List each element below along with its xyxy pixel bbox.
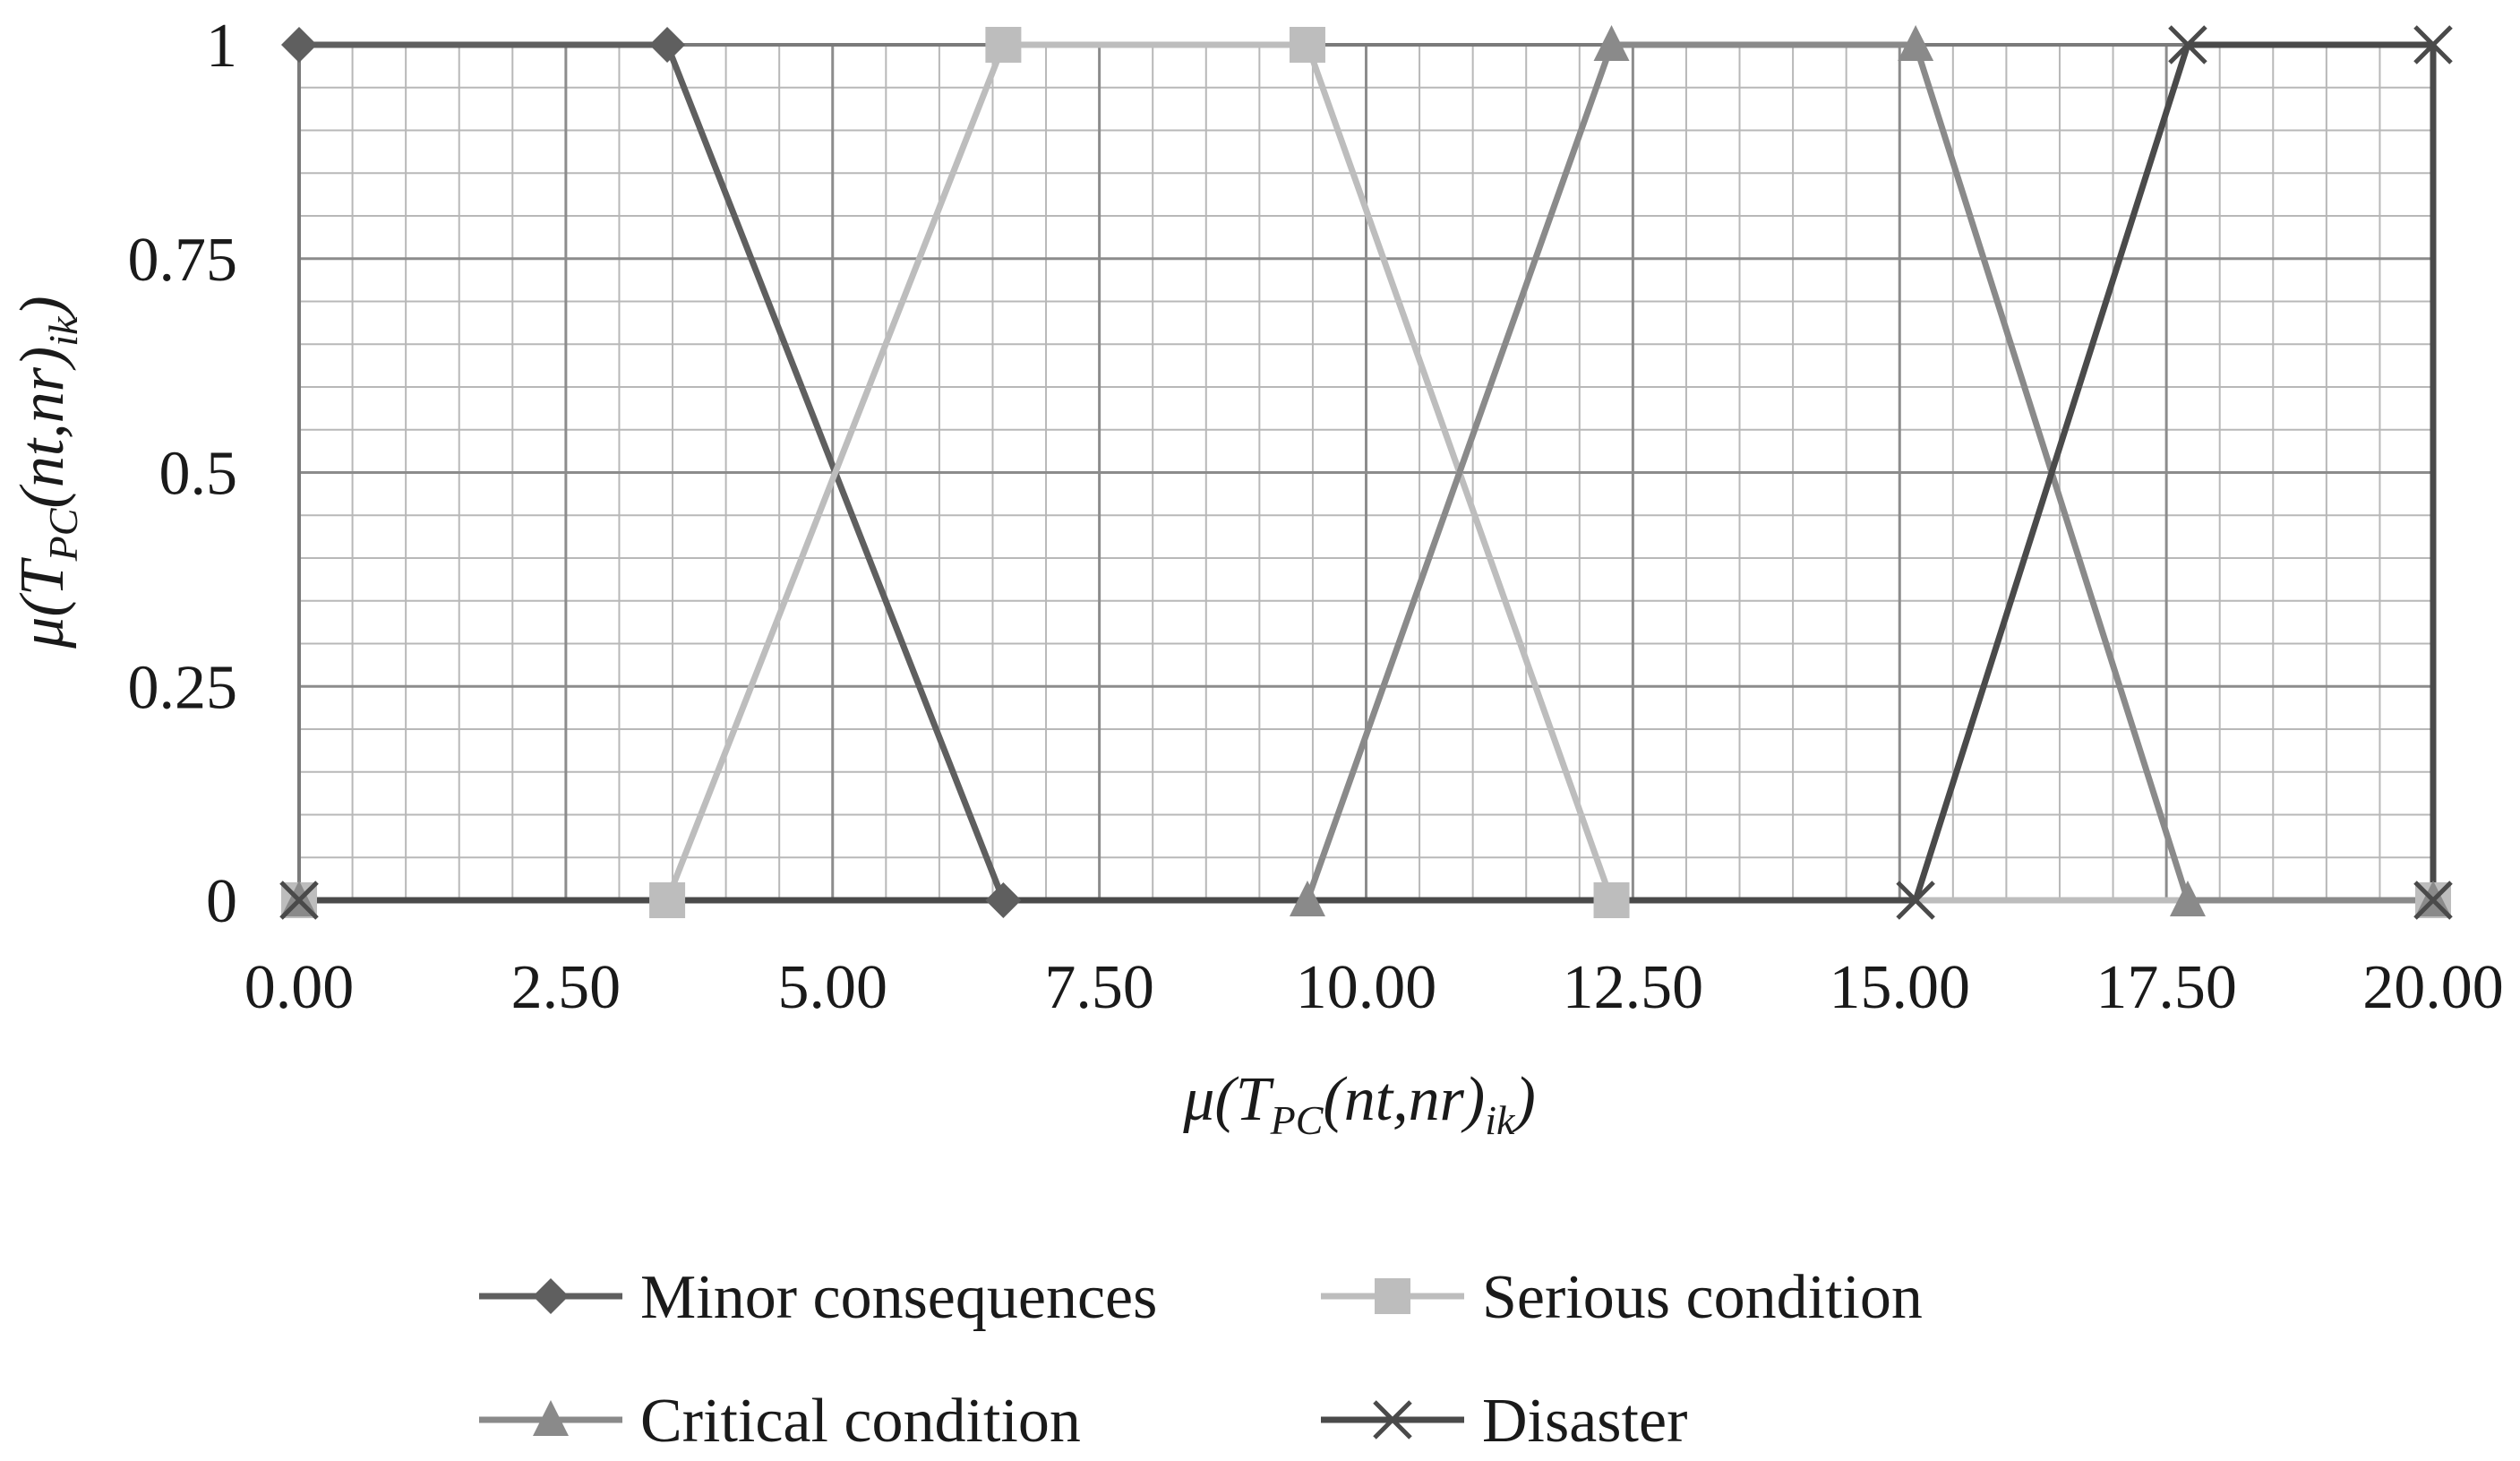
x-tick-label: 17.50 xyxy=(2096,953,2237,1022)
y-axis-label: μ(TPC(nt,nr)ik) xyxy=(8,296,86,649)
y-axis-label-suffix: ) xyxy=(8,296,77,320)
x-tick-label: 20.00 xyxy=(2362,953,2504,1022)
data-point-minor-consequences xyxy=(985,882,1022,918)
y-tick-label: 0.75 xyxy=(128,226,238,295)
data-point-disaster xyxy=(1896,881,1935,920)
data-point-critical-condition xyxy=(1898,25,1934,61)
legend-label-disaster: Disaster xyxy=(1482,1387,1687,1456)
data-point-disaster xyxy=(279,881,319,920)
y-tick-label: 1 xyxy=(206,12,237,81)
y-tick-label: 0.5 xyxy=(159,440,238,509)
legend-item-serious-condition: Serious condition xyxy=(1321,1263,1923,1332)
legend-item-critical-condition: Critical condition xyxy=(479,1387,1081,1456)
x-axis-label-mid: (nt,nr) xyxy=(1323,1065,1485,1134)
legend-label-critical-condition: Critical condition xyxy=(640,1387,1081,1456)
legend-marker-disaster xyxy=(1373,1400,1412,1440)
y-axis-label-sub1: PC xyxy=(40,507,86,562)
legend-label-minor-consequences: Minor consequences xyxy=(640,1263,1157,1332)
legend-item-minor-consequences: Minor consequences xyxy=(479,1263,1157,1332)
x-tick-label: 15.00 xyxy=(1830,953,1971,1022)
data-point-disaster xyxy=(2413,881,2453,920)
y-axis-tick-labels: 0 0.25 0.5 0.75 1 xyxy=(128,12,238,936)
x-tick-label: 12.50 xyxy=(1563,953,1704,1022)
y-axis-label-mid: (nt,nr) xyxy=(8,347,77,509)
x-marker-stroke xyxy=(2413,25,2453,64)
data-point-serious-condition xyxy=(1593,882,1630,918)
y-tick-label: 0.25 xyxy=(128,653,238,722)
data-point-disaster xyxy=(2413,25,2453,64)
data-point-critical-condition xyxy=(1593,25,1630,61)
x-axis-tick-labels: 0.00 2.50 5.00 7.50 10.00 12.50 15.00 17.50 20.0… xyxy=(244,953,2504,1022)
data-point-minor-consequences xyxy=(281,27,317,63)
x-tick-label: 2.50 xyxy=(511,953,621,1022)
data-point-serious-condition xyxy=(649,882,686,918)
data-point-critical-condition xyxy=(2169,881,2206,916)
legend-marker-serious-condition xyxy=(1375,1278,1410,1314)
y-tick-label: 0 xyxy=(206,867,237,936)
data-point-disaster xyxy=(2168,25,2207,64)
legend-marker-critical-condition xyxy=(533,1400,569,1436)
legend-marker-minor-consequences xyxy=(533,1278,569,1314)
series-markers xyxy=(279,25,2453,920)
data-point-serious-condition xyxy=(985,27,1022,63)
x-tick-label: 5.00 xyxy=(778,953,888,1022)
x-axis-label-sub1: PC xyxy=(1270,1097,1324,1143)
legend-label-serious-condition: Serious condition xyxy=(1482,1263,1923,1332)
data-point-serious-condition xyxy=(1289,27,1325,63)
x-marker-stroke xyxy=(279,881,319,920)
x-tick-label: 0.00 xyxy=(244,953,355,1022)
x-axis-label-sub2: ik xyxy=(1485,1097,1516,1143)
x-marker-stroke xyxy=(2168,25,2207,64)
x-tick-label: 10.00 xyxy=(1296,953,1437,1022)
x-axis-label: μ(TPC(nt,nr)ik) xyxy=(1182,1065,1536,1143)
x-axis-label-suffix: ) xyxy=(1511,1065,1535,1134)
legend: Minor consequences Serious condition Criti… xyxy=(479,1263,1923,1456)
x-marker-stroke xyxy=(2413,881,2453,920)
y-axis-label-sub2: ik xyxy=(40,315,86,347)
x-marker-stroke xyxy=(1373,1400,1412,1440)
x-axis-label-prefix: μ(T xyxy=(1182,1065,1274,1134)
y-axis-label-prefix: μ(T xyxy=(8,556,77,649)
data-point-critical-condition xyxy=(1289,881,1325,916)
data-point-minor-consequences xyxy=(649,27,686,63)
x-marker-stroke xyxy=(1896,881,1935,920)
legend-item-disaster: Disaster xyxy=(1321,1387,1687,1456)
x-tick-label: 7.50 xyxy=(1044,953,1154,1022)
